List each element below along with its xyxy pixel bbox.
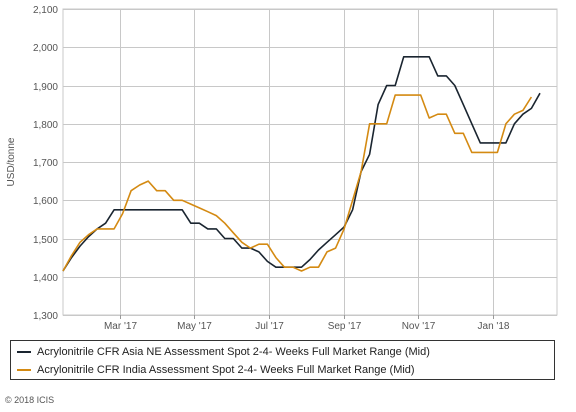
x-tick-label: May '17: [177, 321, 212, 332]
x-tick-label: Jul '17: [255, 321, 284, 332]
y-tick-label: 1,300: [33, 311, 58, 322]
legend-swatch-india: [17, 369, 31, 371]
x-tick-label: Sep '17: [328, 321, 362, 332]
x-axis-ticks: Mar '17 May '17 Jul '17 Sep '17 Nov '17 Jan '…: [104, 321, 510, 332]
legend-label-asia-ne: Acrylonitrile CFR Asia NE Assessment Spo…: [37, 346, 430, 358]
series-line-0: [62, 56, 541, 272]
y-axis-ticks: 1,300 1,400 1,500 1,600 1,700 1,800 1,900 2,000…: [33, 5, 58, 322]
legend-swatch-asia-ne: [17, 351, 31, 353]
y-tick-label: 2,100: [33, 5, 58, 16]
x-tick-label: Jan '18: [478, 321, 510, 332]
chart-legend: Acrylonitrile CFR Asia NE Assessment Spo…: [10, 340, 555, 380]
copyright-text: © 2018 ICIS: [5, 395, 55, 405]
x-tick-label: Nov '17: [402, 321, 436, 332]
x-tick-label: Mar '17: [104, 321, 137, 332]
chart-series: [62, 56, 541, 272]
y-tick-label: 1,900: [33, 82, 58, 93]
y-tick-label: 1,800: [33, 120, 58, 131]
y-tick-label: 1,700: [33, 158, 58, 169]
legend-item-asia-ne[interactable]: Acrylonitrile CFR Asia NE Assessment Spo…: [17, 344, 430, 360]
y-tick-label: 1,600: [33, 196, 58, 207]
legend-item-india[interactable]: Acrylonitrile CFR India Assessment Spot …: [17, 362, 415, 378]
y-tick-label: 2,000: [33, 43, 58, 54]
legend-label-india: Acrylonitrile CFR India Assessment Spot …: [37, 364, 415, 376]
y-axis-title: USD/tonne: [6, 137, 17, 186]
series-line-1: [62, 94, 533, 272]
y-tick-label: 1,400: [33, 273, 58, 284]
y-tick-label: 1,500: [33, 235, 58, 246]
chart-grid: [62, 8, 558, 319]
